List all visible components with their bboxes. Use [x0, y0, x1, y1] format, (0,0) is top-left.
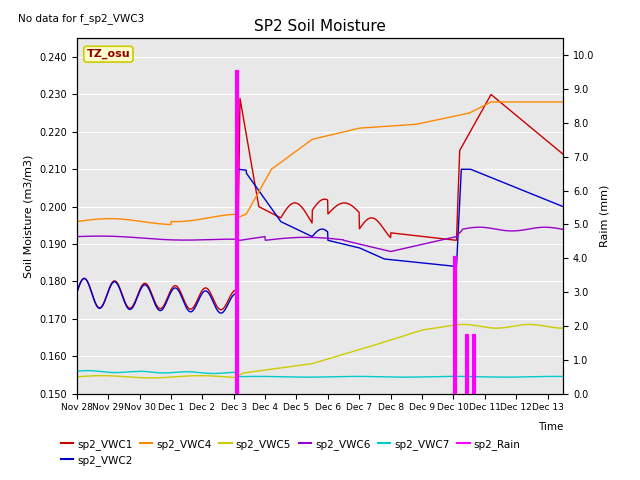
- sp2_VWC4: [111, 216, 118, 222]
- sp2_VWC7: [73, 368, 81, 374]
- sp2_VWC6: [289, 235, 297, 240]
- sp2_VWC1: [217, 307, 225, 312]
- sp2_VWC6: [131, 235, 138, 240]
- sp2_VWC6: [476, 224, 483, 230]
- sp2_VWC7: [131, 369, 138, 374]
- Y-axis label: Soil Moisture (m3/m3): Soil Moisture (m3/m3): [24, 154, 34, 278]
- sp2_VWC5: [111, 373, 118, 379]
- sp2_VWC2: [458, 167, 465, 172]
- Title: SP2 Soil Moisture: SP2 Soil Moisture: [254, 20, 386, 35]
- sp2_VWC7: [350, 373, 358, 379]
- sp2_VWC2: [298, 229, 306, 235]
- sp2_VWC5: [73, 374, 81, 380]
- sp2_VWC4: [167, 222, 175, 228]
- sp2_VWC7: [559, 373, 567, 379]
- sp2_VWC4: [559, 99, 567, 105]
- sp2_VWC4: [350, 127, 358, 132]
- sp2_VWC1: [280, 211, 287, 216]
- sp2_VWC7: [298, 374, 306, 380]
- sp2_VWC1: [131, 300, 138, 306]
- sp2_VWC1: [350, 204, 358, 210]
- sp2_VWC5: [147, 375, 155, 381]
- Line: sp2_VWC6: sp2_VWC6: [77, 227, 563, 252]
- sp2_VWC7: [280, 374, 287, 380]
- sp2_VWC5: [290, 363, 298, 369]
- sp2_VWC6: [111, 233, 118, 239]
- Text: Time: Time: [538, 422, 563, 432]
- sp2_VWC1: [559, 151, 567, 157]
- Y-axis label: Raim (mm): Raim (mm): [600, 185, 610, 247]
- sp2_VWC2: [350, 244, 358, 250]
- sp2_VWC7: [501, 374, 509, 380]
- sp2_VWC6: [559, 227, 567, 232]
- Text: TZ_osu: TZ_osu: [86, 49, 130, 60]
- sp2_VWC7: [111, 370, 118, 375]
- sp2_VWC2: [73, 290, 81, 296]
- Legend: sp2_VWC1, sp2_VWC2, sp2_VWC4, sp2_VWC5, sp2_VWC6, sp2_VWC7, sp2_Rain: sp2_VWC1, sp2_VWC2, sp2_VWC4, sp2_VWC5, …: [56, 434, 525, 470]
- sp2_VWC4: [131, 217, 138, 223]
- Line: sp2_VWC1: sp2_VWC1: [77, 95, 563, 310]
- sp2_VWC5: [280, 365, 287, 371]
- Text: No data for f_sp2_VWC3: No data for f_sp2_VWC3: [19, 13, 145, 24]
- sp2_VWC5: [559, 325, 567, 331]
- sp2_VWC4: [298, 144, 306, 149]
- sp2_VWC6: [349, 240, 357, 246]
- sp2_VWC1: [111, 278, 118, 284]
- sp2_VWC7: [84, 368, 92, 373]
- sp2_VWC1: [298, 205, 306, 211]
- sp2_VWC5: [350, 348, 358, 354]
- sp2_VWC2: [131, 302, 138, 308]
- sp2_VWC2: [290, 225, 298, 230]
- sp2_VWC6: [298, 234, 306, 240]
- sp2_VWC2: [217, 310, 225, 316]
- Line: sp2_VWC7: sp2_VWC7: [77, 371, 563, 377]
- sp2_VWC1: [290, 200, 298, 206]
- sp2_VWC5: [460, 322, 467, 327]
- Line: sp2_VWC2: sp2_VWC2: [77, 169, 563, 313]
- sp2_VWC5: [298, 362, 306, 368]
- sp2_VWC4: [290, 150, 298, 156]
- sp2_VWC2: [111, 279, 118, 285]
- sp2_VWC2: [280, 220, 287, 226]
- sp2_VWC6: [279, 236, 287, 241]
- sp2_VWC4: [280, 157, 287, 163]
- sp2_VWC4: [487, 99, 495, 105]
- Line: sp2_VWC5: sp2_VWC5: [77, 324, 563, 378]
- Line: sp2_VWC4: sp2_VWC4: [77, 102, 563, 225]
- sp2_VWC1: [487, 92, 495, 97]
- sp2_VWC4: [73, 219, 81, 225]
- sp2_VWC1: [73, 290, 81, 296]
- sp2_VWC6: [73, 234, 81, 240]
- sp2_VWC7: [290, 374, 298, 380]
- sp2_VWC6: [387, 249, 394, 254]
- sp2_VWC5: [131, 374, 138, 380]
- sp2_VWC2: [559, 204, 567, 210]
